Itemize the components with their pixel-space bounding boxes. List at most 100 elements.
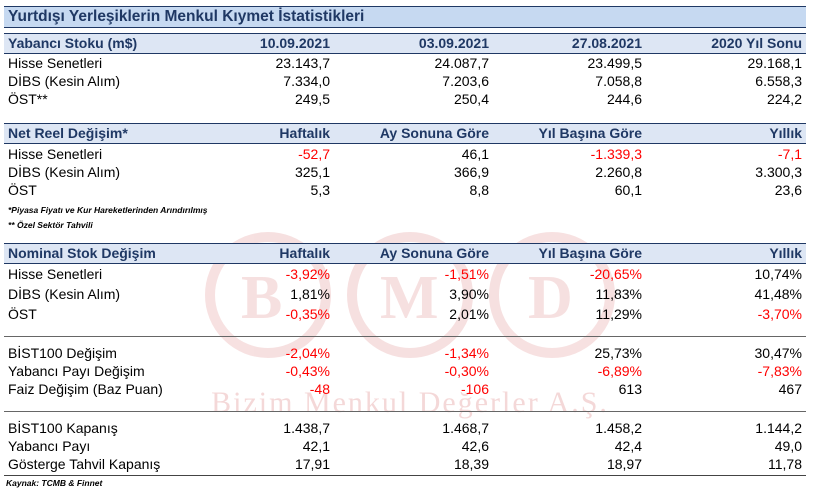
cell: 41,48% <box>754 286 802 302</box>
cell: 1.458,2 <box>595 420 642 436</box>
cell: 244,6 <box>606 91 642 107</box>
table-row: DİBS (Kesin Alım) 7.334,0 7.203,6 7.058,… <box>4 73 806 90</box>
cell: 1.468,7 <box>442 420 489 436</box>
row-label: Yabancı Payı Değişim <box>8 363 145 379</box>
header-label: Yabancı Stoku (m$) <box>8 35 138 51</box>
cell: 11,29% <box>595 306 642 322</box>
cell: 613 <box>618 381 642 397</box>
cell: 42,1 <box>302 438 330 454</box>
cell: 10,74% <box>754 266 802 282</box>
row-label: DİBS (Kesin Alım) <box>8 73 121 89</box>
cell: 250,4 <box>453 91 489 107</box>
header-label: Nominal Stok Değişim <box>8 245 156 261</box>
header-col-3: 27.08.2021 <box>571 35 642 51</box>
header-col-3: Yıl Başına Göre <box>538 245 642 261</box>
table-row: Gösterge Tahvil Kapanış 17,91 18,39 18,9… <box>4 456 806 473</box>
cell: 42,4 <box>614 438 642 454</box>
table-row: Yabancı Payı 42,1 42,6 42,4 49,0 <box>4 438 806 455</box>
row-label: ÖST <box>8 306 37 322</box>
cell: 2.260,8 <box>595 164 642 180</box>
cell: 30,47% <box>754 345 802 361</box>
row-label: Hisse Senetleri <box>8 55 103 71</box>
cell: 60,1 <box>614 182 642 198</box>
cell: -0,35% <box>285 306 330 322</box>
table-row: ÖST** 249,5 250,4 244,6 224,2 <box>4 91 806 108</box>
cell: 23.499,5 <box>587 55 643 71</box>
table-row: BİST100 Kapanış 1.438,7 1.468,7 1.458,2 … <box>4 420 806 437</box>
cell: 7.334,0 <box>283 73 330 89</box>
cell: 1,81% <box>290 286 330 302</box>
cell: 11,78 <box>768 456 802 472</box>
cell: 6.558,3 <box>755 73 802 89</box>
row-label: BİST100 Değişim <box>8 345 117 361</box>
cell: 224,2 <box>766 91 802 107</box>
row-label: DİBS (Kesin Alım) <box>8 164 121 180</box>
cell: -1,51% <box>444 266 489 282</box>
cell: -52,7 <box>298 146 330 162</box>
row-label: BİST100 Kapanış <box>8 420 118 436</box>
cell: -2,04% <box>285 345 330 361</box>
table-row: DİBS (Kesin Alım) 325,1 366,9 2.260,8 3.… <box>4 164 806 181</box>
cell: 3.300,3 <box>755 164 802 180</box>
cell: 366,9 <box>453 164 489 180</box>
row-label: Hisse Senetleri <box>8 146 103 162</box>
cell: 23,6 <box>774 182 802 198</box>
cell: 2,01% <box>449 306 489 322</box>
divider <box>4 336 806 337</box>
table-row: Yabancı Payı Değişim -0,43% -0,30% -6,89… <box>4 363 806 380</box>
footnote: *Piyasa Fiyatı ve Kur Hareketlerinden Ar… <box>8 205 208 215</box>
row-label: ÖST** <box>8 91 48 107</box>
cell: 18,97 <box>606 456 642 472</box>
cell: 7.203,6 <box>442 73 489 89</box>
header-col-2: 03.09.2021 <box>418 35 489 51</box>
header-col-1: 10.09.2021 <box>259 35 330 51</box>
cell: -6,89% <box>597 363 642 379</box>
cell: 25,73% <box>594 345 642 361</box>
header-col-1: Haftalık <box>279 125 330 141</box>
header-col-4: 2020 Yıl Sonu <box>711 35 802 51</box>
table-row: Hisse Senetleri 23.143,7 24.087,7 23.499… <box>4 55 806 72</box>
divider <box>4 411 806 412</box>
table-row: Hisse Senetleri -52,7 46,1 -1.339,3 -7,1 <box>4 146 806 163</box>
cell: 18,39 <box>453 456 489 472</box>
cell: 23.143,7 <box>275 55 331 71</box>
cell: 1.144,2 <box>755 420 802 436</box>
header-col-4: Yıllık <box>769 245 802 261</box>
footer-divider <box>4 475 806 476</box>
cell: 8,8 <box>469 182 489 198</box>
cell: 3,90% <box>449 286 489 302</box>
footnote: ** Özel Sektör Tahvili <box>8 220 93 230</box>
table-row: Faiz Değişim (Baz Puan) -48 -106 613 467 <box>4 381 806 398</box>
cell: -48 <box>309 381 330 397</box>
row-label: Faiz Değişim (Baz Puan) <box>8 381 163 397</box>
table-row: ÖST -0,35% 2,01% 11,29% -3,70% <box>4 306 806 323</box>
row-label: Yabancı Payı <box>8 438 91 454</box>
header-col-3: Yıl Başına Göre <box>538 125 642 141</box>
row-label: Hisse Senetleri <box>8 266 103 282</box>
cell: 11,83% <box>595 286 642 302</box>
cell: 46,1 <box>461 146 489 162</box>
header-col-4: Yıllık <box>769 125 802 141</box>
section-header-net-real-change: Net Reel Değişim* Haftalık Ay Sonuna Gör… <box>4 123 806 144</box>
row-label: DİBS (Kesin Alım) <box>8 286 121 302</box>
header-col-2: Ay Sonuna Göre <box>379 125 489 141</box>
cell: -3,92% <box>285 266 330 282</box>
header-col-2: Ay Sonuna Göre <box>379 245 489 261</box>
cell: 1.438,7 <box>283 420 330 436</box>
cell: 325,1 <box>294 164 330 180</box>
row-label: ÖST <box>8 182 37 198</box>
cell: 467 <box>778 381 802 397</box>
table-row: Hisse Senetleri -3,92% -1,51% -20,65% 10… <box>4 266 806 283</box>
cell: -20,65% <box>589 266 642 282</box>
cell: 49,0 <box>774 438 802 454</box>
report-title: Yurtdışı Yerleşiklerin Menkul Kıymet İst… <box>4 6 806 28</box>
cell: 5,3 <box>310 182 330 198</box>
cell: -1,34% <box>444 345 489 361</box>
table-row: DİBS (Kesin Alım) 1,81% 3,90% 11,83% 41,… <box>4 286 806 303</box>
cell: -0,30% <box>444 363 489 379</box>
cell: 29.168,1 <box>747 55 803 71</box>
cell: -106 <box>460 381 489 397</box>
header-col-1: Haftalık <box>279 245 330 261</box>
header-label: Net Reel Değişim* <box>8 125 128 141</box>
cell: -7,83% <box>757 363 802 379</box>
